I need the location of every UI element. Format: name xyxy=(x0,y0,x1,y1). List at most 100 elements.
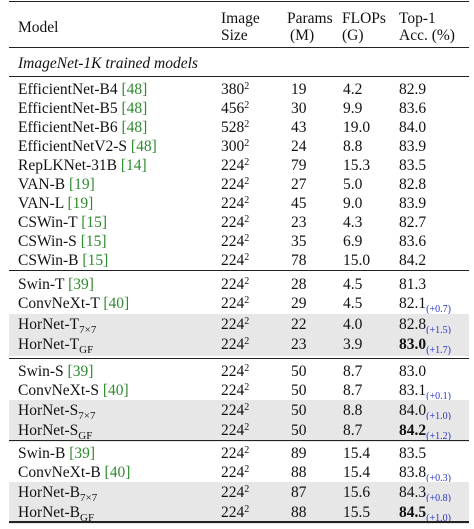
accuracy-value: 83.0 xyxy=(399,336,427,353)
image-size-exponent: 2 xyxy=(244,119,250,130)
table-row: CSWin-S [15] 2242 35 6.9 83.6 xyxy=(9,231,469,253)
params-cell: 30 xyxy=(291,100,307,117)
model-name: CSWin-B xyxy=(18,252,79,269)
flops-cell: 8.7 xyxy=(343,422,363,439)
accuracy-cell: 84.0(+1.0) xyxy=(399,402,451,422)
citation-link: [39] xyxy=(68,276,94,293)
accuracy-cell: 83.9 xyxy=(399,138,426,156)
accuracy-cell: 83.5 xyxy=(399,445,426,463)
accuracy-gain: (+1.0) xyxy=(426,513,451,524)
image-size: 224 xyxy=(221,402,245,419)
accuracy-value: 83.5 xyxy=(399,445,427,462)
accuracy-value: 82.7 xyxy=(399,214,427,231)
image-size-exponent: 2 xyxy=(244,464,250,475)
group-rule-2 xyxy=(9,358,469,359)
image-size: 224 xyxy=(221,233,245,250)
model-name: EfficientNet-B5 xyxy=(18,100,118,117)
citation-link: [19] xyxy=(68,176,95,193)
model-name: EfficientNet-B4 xyxy=(18,81,118,98)
flops-cell: 4.5 xyxy=(343,276,363,293)
params-cell: 24 xyxy=(291,138,307,155)
image-size: 224 xyxy=(221,276,245,293)
accuracy-value: 84.2 xyxy=(399,422,427,439)
table-row: HorNet-B7×7 2242 87 15.6 84.3(+0.8) xyxy=(9,482,469,504)
header-size-l1: Image xyxy=(221,10,260,27)
header-params-l2: (M) xyxy=(290,27,315,44)
model-name: Swin-B xyxy=(18,445,66,462)
accuracy-value: 83.9 xyxy=(399,138,427,155)
image-size-cell: 2242 xyxy=(221,295,249,315)
citation-link: [48] xyxy=(121,81,148,98)
flops-cell: 6.9 xyxy=(343,233,363,250)
accuracy-value: 82.1 xyxy=(399,295,427,312)
citation-link: [14] xyxy=(120,157,147,174)
flops-cell: 8.7 xyxy=(343,363,363,380)
table-row: VAN-L [19] 2242 45 9.0 83.9 xyxy=(9,193,469,215)
model-subscript: GF xyxy=(79,344,94,356)
citation-link: [15] xyxy=(81,214,108,231)
image-size: 224 xyxy=(221,464,245,481)
flops-cell: 19.0 xyxy=(343,119,371,136)
image-size: 224 xyxy=(221,295,245,312)
header-params-l1: Params xyxy=(287,10,333,27)
model-subscript: 7×7 xyxy=(80,492,98,504)
citation-link: [48] xyxy=(130,138,157,155)
flops-cell: 15.3 xyxy=(343,157,371,174)
accuracy-value: 83.0 xyxy=(399,363,427,380)
accuracy-cell: 82.7 xyxy=(399,214,426,232)
image-size: 224 xyxy=(221,382,245,399)
accuracy-cell: 82.1(+0.7) xyxy=(399,295,451,315)
citation-link: [19] xyxy=(67,195,94,212)
image-size-exponent: 2 xyxy=(244,336,250,347)
accuracy-cell: 83.6 xyxy=(399,233,426,251)
table-row: HorNet-TGF 2242 23 3.9 83.0(+1.7) xyxy=(9,334,469,356)
image-size-exponent: 2 xyxy=(244,276,250,287)
image-size-cell: 2242 xyxy=(221,157,249,177)
citation-link: [40] xyxy=(103,295,130,312)
header-rule xyxy=(9,47,469,48)
accuracy-gain: (+1.5) xyxy=(426,325,451,336)
image-size-exponent: 2 xyxy=(244,295,250,306)
citation-link: [39] xyxy=(67,363,94,380)
image-size: 300 xyxy=(221,138,245,155)
params-cell: 89 xyxy=(291,445,307,462)
model-name: HorNet-T xyxy=(18,316,80,333)
model-name: ConvNeXt-B xyxy=(18,464,101,481)
model-name: VAN-L xyxy=(18,195,64,212)
image-size: 224 xyxy=(221,363,245,380)
model-name: RepLKNet-31B xyxy=(18,157,118,174)
accuracy-cell: 82.8(+1.5) xyxy=(399,316,451,336)
accuracy-value: 83.8 xyxy=(399,464,427,481)
table-row: CSWin-T [15] 2242 23 4.3 82.7 xyxy=(9,212,469,234)
image-size-cell: 4562 xyxy=(221,100,249,120)
model-name: VAN-B xyxy=(18,176,66,193)
model-name-cell: EfficientNetV2-S [48] xyxy=(18,138,157,156)
params-cell: 87 xyxy=(291,484,307,501)
image-size: 224 xyxy=(221,214,245,231)
accuracy-value: 83.6 xyxy=(399,100,427,117)
image-size-cell: 3002 xyxy=(221,138,249,158)
flops-cell: 15.4 xyxy=(343,445,371,462)
model-name: HorNet-T xyxy=(18,336,80,353)
accuracy-value: 84.2 xyxy=(399,252,427,269)
model-name-cell: HorNet-TGF xyxy=(18,336,94,356)
image-size: 380 xyxy=(221,81,245,98)
citation-link: [15] xyxy=(80,233,107,250)
params-cell: 43 xyxy=(291,119,307,136)
params-cell: 23 xyxy=(291,214,307,231)
params-cell: 27 xyxy=(291,176,307,193)
accuracy-cell: 81.3 xyxy=(399,276,426,294)
accuracy-gain: (+1.7) xyxy=(426,345,451,356)
image-size-cell: 2242 xyxy=(221,214,249,234)
image-size: 528 xyxy=(221,119,245,136)
accuracy-cell: 83.9 xyxy=(399,195,426,213)
accuracy-cell: 83.8(+0.3) xyxy=(399,464,451,484)
image-size-exponent: 2 xyxy=(244,402,250,413)
image-size-cell: 5282 xyxy=(221,119,249,139)
table-row: Swin-S [39] 2242 50 8.7 83.0 xyxy=(9,361,469,383)
accuracy-value: 82.8 xyxy=(399,316,427,333)
model-name-cell: HorNet-S7×7 xyxy=(18,402,96,422)
citation-link: [48] xyxy=(121,100,148,117)
header-flops-l1: FLOPs xyxy=(342,10,386,27)
image-size-exponent: 2 xyxy=(244,176,250,187)
